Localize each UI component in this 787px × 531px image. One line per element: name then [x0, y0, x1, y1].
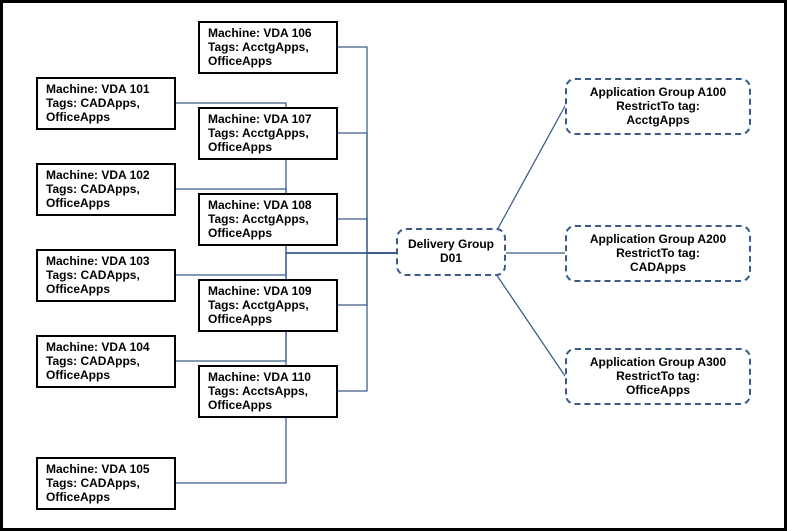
node-line: Tags: AcctgApps, [208, 41, 328, 55]
node-line: Tags: AcctgApps, [208, 213, 328, 227]
node-line: Tags: AcctsApps, [208, 385, 328, 399]
node-line: Tags: CADApps, [46, 477, 166, 491]
app-group-a100: Application Group A100 RestrictTo tag: A… [565, 78, 751, 135]
node-line: OfficeApps [577, 384, 739, 398]
node-line: OfficeApps [208, 141, 328, 155]
node-line: Machine: VDA 107 [208, 113, 328, 127]
node-line: Delivery Group [406, 238, 496, 252]
node-line: OfficeApps [208, 227, 328, 241]
app-group-a200: Application Group A200 RestrictTo tag: C… [565, 225, 751, 282]
machine-vda-109: Machine: VDA 109 Tags: AcctgApps, Office… [198, 279, 338, 332]
node-line: OfficeApps [46, 369, 166, 383]
node-line: Tags: CADApps, [46, 183, 166, 197]
node-line: Application Group A100 [577, 86, 739, 100]
node-line: OfficeApps [46, 283, 166, 297]
node-line: OfficeApps [208, 55, 328, 69]
node-line: Machine: VDA 101 [46, 83, 166, 97]
node-line: OfficeApps [208, 313, 328, 327]
node-line: OfficeApps [46, 491, 166, 505]
node-line: Tags: AcctgApps, [208, 299, 328, 313]
node-line: OfficeApps [46, 111, 166, 125]
machine-vda-104: Machine: VDA 104 Tags: CADApps, OfficeAp… [36, 335, 176, 388]
node-line: Application Group A200 [577, 233, 739, 247]
node-line: RestrictTo tag: [577, 247, 739, 261]
node-line: Tags: CADApps, [46, 269, 166, 283]
diagram-canvas: Machine: VDA 101 Tags: CADApps, OfficeAp… [0, 0, 787, 531]
node-line: Machine: VDA 103 [46, 255, 166, 269]
machine-vda-106: Machine: VDA 106 Tags: AcctgApps, Office… [198, 21, 338, 74]
node-line: Machine: VDA 102 [46, 169, 166, 183]
node-line: Tags: CADApps, [46, 355, 166, 369]
node-line: Tags: CADApps, [46, 97, 166, 111]
delivery-group-d01: Delivery Group D01 [396, 228, 506, 276]
machine-vda-102: Machine: VDA 102 Tags: CADApps, OfficeAp… [36, 163, 176, 216]
node-line: Machine: VDA 106 [208, 27, 328, 41]
node-line: Machine: VDA 105 [46, 463, 166, 477]
machine-vda-110: Machine: VDA 110 Tags: AcctsApps, Office… [198, 365, 338, 418]
node-line: D01 [406, 252, 496, 266]
node-line: Machine: VDA 110 [208, 371, 328, 385]
node-line: AcctgApps [577, 114, 739, 128]
node-line: OfficeApps [208, 399, 328, 413]
machine-vda-105: Machine: VDA 105 Tags: CADApps, OfficeAp… [36, 457, 176, 510]
node-line: Machine: VDA 109 [208, 285, 328, 299]
machine-vda-103: Machine: VDA 103 Tags: CADApps, OfficeAp… [36, 249, 176, 302]
node-line: Tags: AcctgApps, [208, 127, 328, 141]
app-group-a300: Application Group A300 RestrictTo tag: O… [565, 348, 751, 405]
node-line: Machine: VDA 104 [46, 341, 166, 355]
machine-vda-108: Machine: VDA 108 Tags: AcctgApps, Office… [198, 193, 338, 246]
node-line: Machine: VDA 108 [208, 199, 328, 213]
machine-vda-107: Machine: VDA 107 Tags: AcctgApps, Office… [198, 107, 338, 160]
node-line: RestrictTo tag: [577, 370, 739, 384]
node-line: OfficeApps [46, 197, 166, 211]
node-line: Application Group A300 [577, 356, 739, 370]
node-line: CADApps [577, 261, 739, 275]
node-line: RestrictTo tag: [577, 100, 739, 114]
machine-vda-101: Machine: VDA 101 Tags: CADApps, OfficeAp… [36, 77, 176, 130]
